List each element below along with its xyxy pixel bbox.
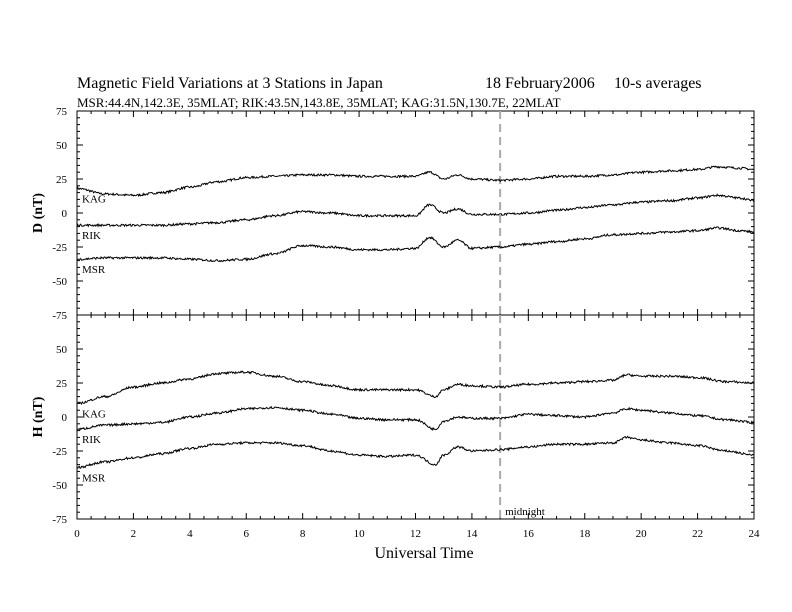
x-tick-label: 8	[300, 528, 306, 540]
y-tick-label-H: 0	[62, 412, 68, 424]
x-tick-label: 24	[749, 528, 761, 540]
y-tick-label-H: -25	[52, 446, 67, 458]
y-tick-label-D: 25	[56, 174, 68, 186]
chart-title-right: 10-s averages	[614, 75, 702, 92]
series-label-D-MSR: MSR	[82, 264, 106, 276]
series-label-H-MSR: MSR	[82, 472, 106, 484]
x-tick-label: 18	[579, 528, 591, 540]
series-label-D-KAG: KAG	[82, 194, 106, 206]
x-tick-label: 0	[74, 528, 80, 540]
x-tick-label: 16	[523, 528, 535, 540]
x-tick-label: 14	[466, 528, 478, 540]
y-tick-label-H: -75	[52, 514, 67, 526]
x-tick-label: 12	[410, 528, 421, 540]
series-line-D-KAG	[76, 165, 755, 198]
chart-subtitle: MSR:44.4N,142.3E, 35MLAT; RIK:43.5N,143.…	[77, 95, 561, 110]
y-tick-label-D: 0	[62, 208, 68, 220]
x-tick-label: 2	[131, 528, 137, 540]
panel-frame-D	[76, 110, 755, 316]
y-tick-label-D: 50	[56, 140, 68, 152]
series-label-H-RIK: RIK	[82, 434, 101, 446]
x-axis-label: Universal Time	[374, 545, 473, 562]
series-line-H-MSR	[76, 435, 755, 469]
y-tick-label-H: -50	[52, 480, 67, 492]
x-tick-label: 20	[636, 528, 648, 540]
y-tick-label-H: 50	[56, 344, 68, 356]
x-tick-label: 22	[692, 528, 703, 540]
panels-group: 75 50 25 0 -25 -50 -75 D (nT) KAG RIK MSR 50 25 0 -25 -…	[31, 106, 760, 540]
y-tick-label-D: -50	[52, 276, 67, 288]
x-tick-label: 4	[187, 528, 193, 540]
y-tick-label-H: 25	[56, 378, 68, 390]
series-line-D-MSR	[76, 226, 755, 263]
panel-frame-H	[76, 314, 755, 520]
series-line-D-RIK	[76, 193, 755, 228]
x-tick-label: 10	[354, 528, 366, 540]
y-axis-label-H: H (nT)	[31, 396, 46, 437]
series-line-H-KAG	[76, 370, 755, 406]
chart-title-left: Magnetic Field Variations at 3 Stations …	[77, 75, 383, 92]
chart-title-date: 18 February2006	[485, 75, 595, 92]
x-tick-label: 6	[244, 528, 250, 540]
y-tick-label-D: -75	[52, 310, 67, 322]
y-axis-label-D: D (nT)	[31, 193, 46, 233]
midnight-label: midnight	[505, 506, 545, 518]
series-label-H-KAG: KAG	[82, 408, 106, 420]
y-tick-label-D: 75	[56, 106, 68, 118]
series-label-D-RIK: RIK	[82, 230, 101, 242]
series-line-H-RIK	[76, 405, 755, 432]
y-tick-label-D: -25	[52, 242, 67, 254]
